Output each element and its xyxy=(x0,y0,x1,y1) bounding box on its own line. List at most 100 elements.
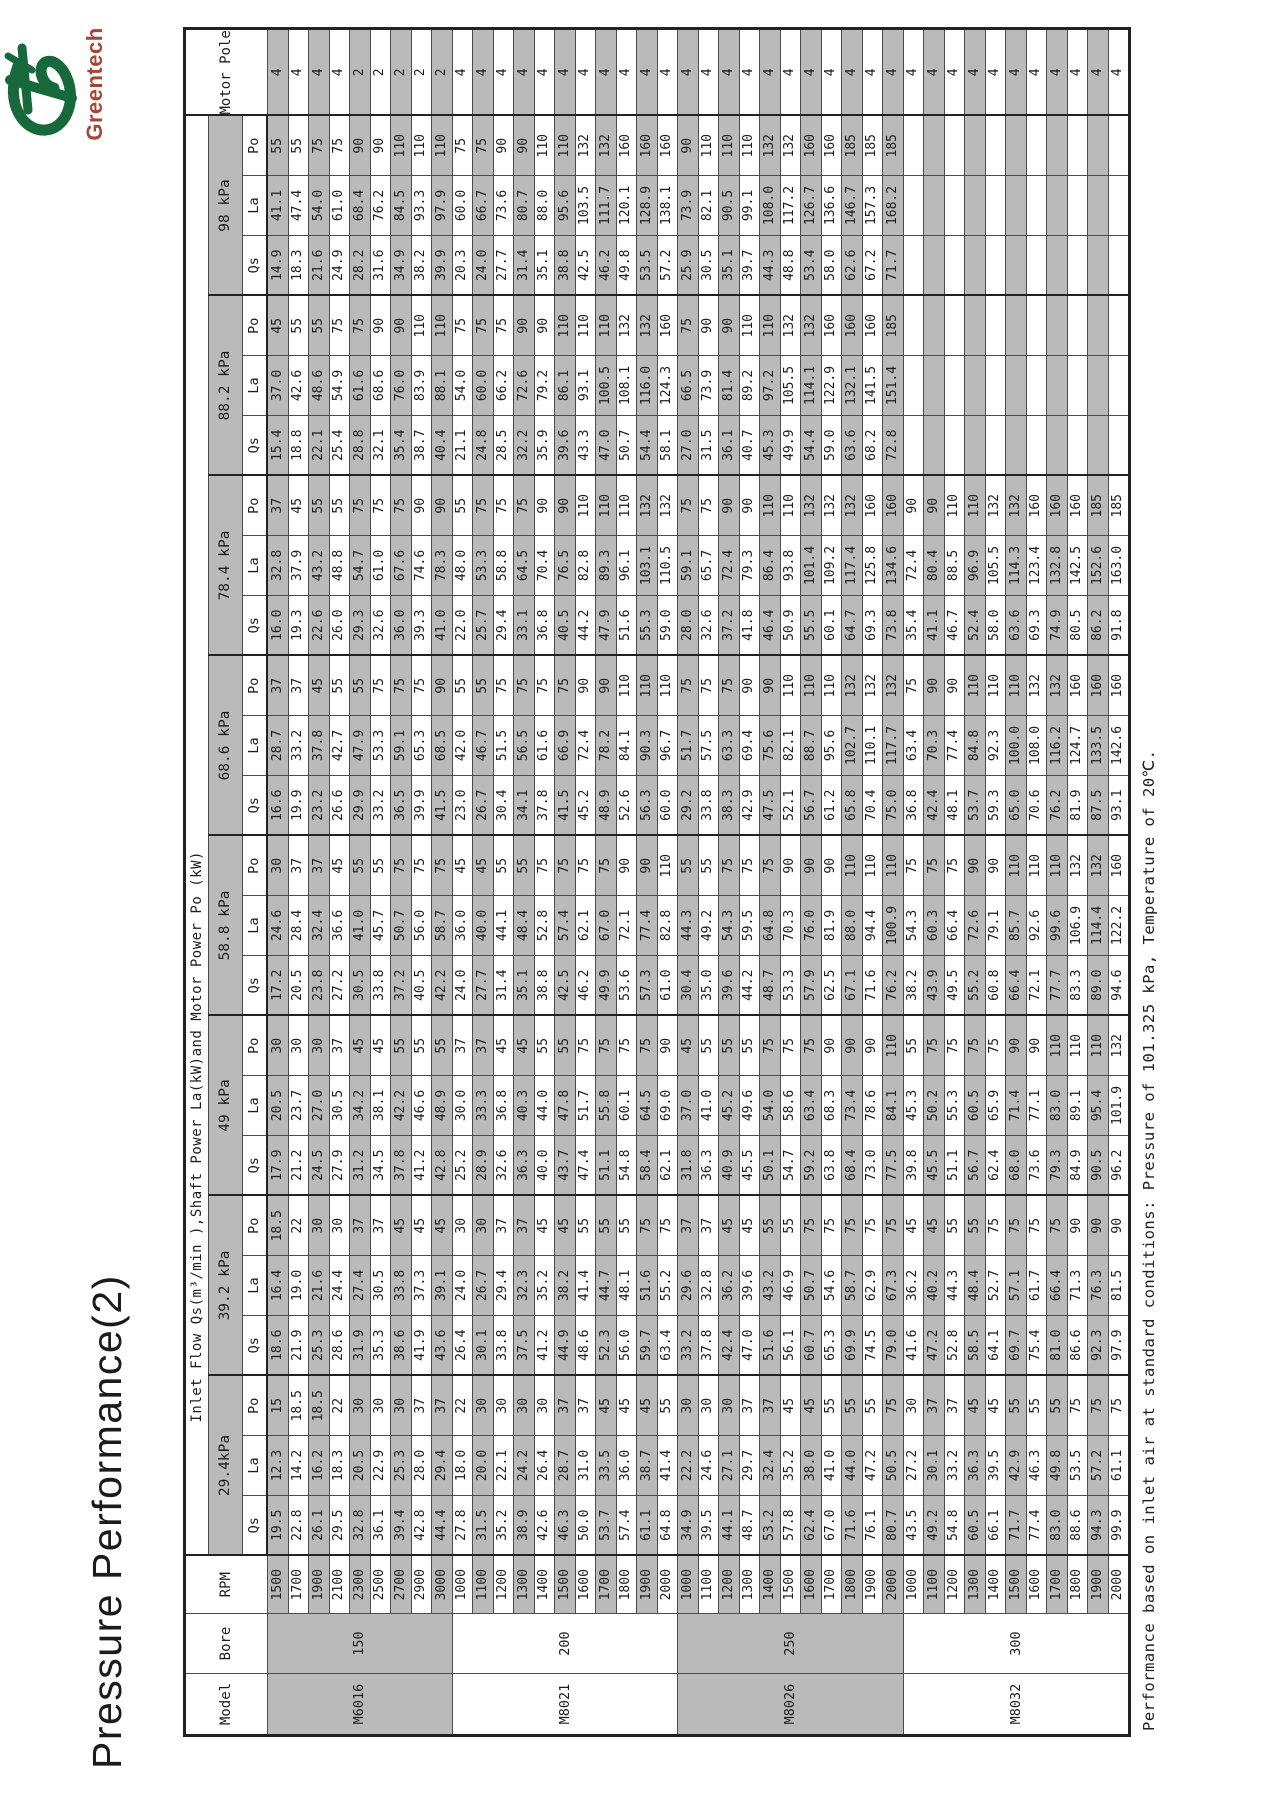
la-cell: 64.5 xyxy=(513,535,534,596)
la-cell: 89.1 xyxy=(1067,1075,1088,1136)
qs-cell: 77.5 xyxy=(882,1135,903,1196)
la-cell: 78.2 xyxy=(595,715,616,776)
po-cell: 30 xyxy=(308,1015,329,1076)
la-cell: 114.4 xyxy=(1087,895,1108,956)
qs-cell: 77.4 xyxy=(1026,1495,1047,1556)
sub-header-la: La xyxy=(242,355,267,416)
qs-cell: 50.7 xyxy=(616,415,637,476)
bore-cell: 300 xyxy=(903,1613,1130,1674)
qs-cell: 54.8 xyxy=(616,1135,637,1196)
po-cell: 55 xyxy=(595,1195,616,1256)
po-cell: 55 xyxy=(780,1195,801,1256)
sub-header-po: Po xyxy=(242,1195,267,1256)
table-row: 1800 71.6 44.0 55 69.9 58.7 75 68.4 73.4 90 67.1 88… xyxy=(841,28,862,1736)
qs-cell: 36.5 xyxy=(390,775,411,836)
qs-cell: 87.5 xyxy=(1087,775,1108,836)
la-cell xyxy=(1087,355,1108,416)
la-cell: 151.4 xyxy=(882,355,903,416)
qs-cell xyxy=(903,415,924,476)
po-cell xyxy=(944,115,965,176)
qs-cell: 49.9 xyxy=(780,415,801,476)
po-cell: 90 xyxy=(718,295,739,356)
table-row: 1700 67.0 41.0 55 65.3 54.6 75 63.8 68.3 90 62.5 81… xyxy=(821,28,842,1736)
po-cell: 110 xyxy=(616,655,637,716)
qs-cell: 43.9 xyxy=(923,955,944,1016)
la-cell: 35.2 xyxy=(534,1255,555,1316)
po-cell: 37 xyxy=(267,475,288,536)
po-cell: 110 xyxy=(882,1015,903,1076)
qs-cell: 56.0 xyxy=(616,1315,637,1376)
po-cell: 75 xyxy=(370,475,391,536)
po-cell: 55 xyxy=(493,835,514,896)
table-row: 2700 39.4 25.3 30 38.6 33.8 45 37.8 42.2 55 37.2 50… xyxy=(390,28,411,1736)
po-cell: 160 xyxy=(882,475,903,536)
la-cell: 76.2 xyxy=(370,175,391,236)
pole-cell: 4 xyxy=(575,28,596,116)
qs-cell: 31.5 xyxy=(472,1495,493,1556)
po-cell: 110 xyxy=(1087,1015,1108,1076)
po-cell: 90 xyxy=(513,115,534,176)
la-cell: 93.8 xyxy=(780,535,801,596)
qs-cell: 37.5 xyxy=(513,1315,534,1376)
table-row: 1200 54.8 33.2 37 52.8 44.3 55 51.1 55.3 75 49.5 66… xyxy=(944,28,965,1736)
la-cell: 72.4 xyxy=(903,535,924,596)
qs-cell: 31.9 xyxy=(349,1315,370,1376)
qs-cell: 27.7 xyxy=(493,235,514,296)
po-cell: 75 xyxy=(493,475,514,536)
qs-cell: 59.0 xyxy=(657,595,678,656)
qs-cell: 22.6 xyxy=(308,595,329,656)
la-cell: 48.9 xyxy=(431,1075,452,1136)
qs-cell: 69.7 xyxy=(1005,1315,1026,1376)
la-cell: 41.0 xyxy=(698,1075,719,1136)
qs-cell: 28.8 xyxy=(349,415,370,476)
qs-cell: 54.4 xyxy=(636,415,657,476)
sub-header-qs: Qs xyxy=(242,1315,267,1376)
qs-cell: 92.3 xyxy=(1087,1315,1108,1376)
la-cell: 126.7 xyxy=(800,175,821,236)
sub-header-qs: Qs xyxy=(242,1135,267,1196)
qs-cell xyxy=(985,235,1006,296)
po-cell: 37 xyxy=(452,1015,473,1076)
qs-cell: 39.4 xyxy=(390,1495,411,1556)
la-cell: 67.3 xyxy=(882,1255,903,1316)
rpm-cell: 1600 xyxy=(1026,1555,1047,1614)
la-cell: 51.6 xyxy=(636,1255,657,1316)
la-cell: 72.6 xyxy=(513,355,534,416)
po-cell: 160 xyxy=(1046,475,1067,536)
po-cell: 132 xyxy=(841,655,862,716)
qs-cell: 30.5 xyxy=(349,955,370,1016)
la-cell: 124.7 xyxy=(1067,715,1088,776)
qs-cell: 27.8 xyxy=(452,1495,473,1556)
la-cell: 43.2 xyxy=(308,535,329,596)
la-cell: 57.1 xyxy=(1005,1255,1026,1316)
po-cell: 30 xyxy=(513,1375,534,1436)
la-cell: 59.5 xyxy=(739,895,760,956)
table-row: 1500 46.3 28.7 37 44.9 38.2 45 43.7 47.8 55 42.5 57… xyxy=(554,28,575,1736)
la-cell: 66.4 xyxy=(1046,1255,1067,1316)
qs-cell: 64.8 xyxy=(657,1495,678,1556)
la-cell: 103.1 xyxy=(636,535,657,596)
po-cell: 110 xyxy=(534,115,555,176)
po-cell: 90 xyxy=(1026,1015,1047,1076)
po-cell: 110 xyxy=(575,295,596,356)
la-cell: 42.0 xyxy=(452,715,473,776)
model-cell: M6016 xyxy=(267,1673,452,1736)
po-cell: 45 xyxy=(534,1195,555,1256)
po-cell: 75 xyxy=(800,1195,821,1256)
qs-cell: 66.1 xyxy=(985,1495,1006,1556)
qs-cell: 56.7 xyxy=(800,775,821,836)
la-cell: 47.4 xyxy=(288,175,309,236)
la-cell: 110.5 xyxy=(657,535,678,596)
la-cell xyxy=(923,175,944,236)
pole-cell: 2 xyxy=(390,28,411,116)
qs-cell: 86.6 xyxy=(1067,1315,1088,1376)
po-cell: 110 xyxy=(964,475,985,536)
po-cell: 37 xyxy=(944,1375,965,1436)
po-cell: 160 xyxy=(821,115,842,176)
po-cell: 160 xyxy=(636,115,657,176)
po-cell: 75 xyxy=(452,295,473,356)
col-header-bore: Bore xyxy=(184,1613,267,1674)
qs-cell: 60.7 xyxy=(800,1315,821,1376)
pole-cell: 4 xyxy=(862,28,883,116)
la-cell: 32.8 xyxy=(267,535,288,596)
